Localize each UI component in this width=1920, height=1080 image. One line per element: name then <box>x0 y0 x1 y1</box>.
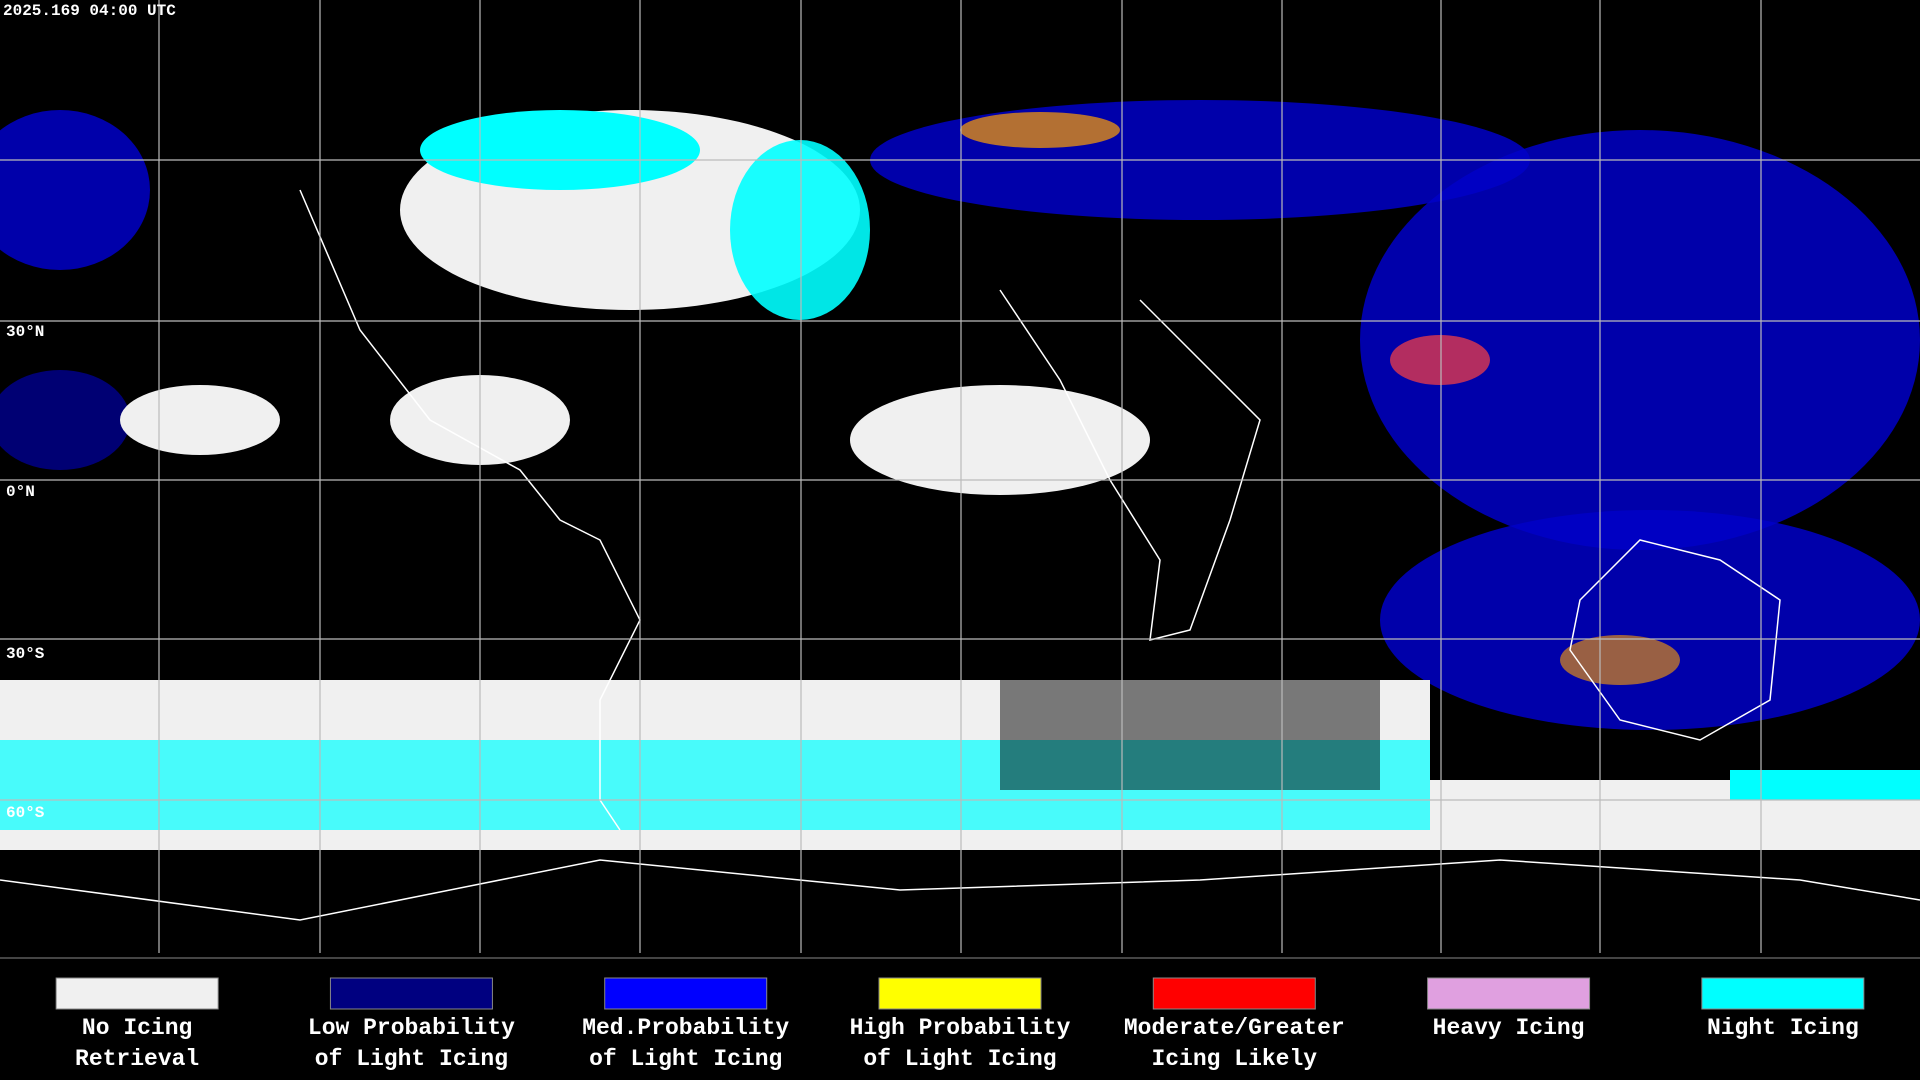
icing-area <box>1360 130 1920 550</box>
legend-label: Heavy Icing <box>1433 1015 1585 1041</box>
night-icing-area <box>730 140 870 320</box>
icing-area <box>1560 635 1680 685</box>
night-icing-area <box>420 110 700 190</box>
icing-area <box>960 112 1120 148</box>
timestamp: 2025.169 04:00 UTC <box>3 2 176 20</box>
legend-label: of Light Icing <box>863 1046 1056 1072</box>
legend-swatch <box>604 977 768 1010</box>
coastline <box>999 289 1261 641</box>
night-icing-area <box>1730 770 1920 800</box>
legend-label: of Light Icing <box>589 1046 782 1072</box>
no-icing-area <box>850 385 1150 495</box>
legend-label: Med.Probability <box>582 1015 789 1041</box>
legend-swatch <box>55 977 219 1010</box>
cloud-layer <box>0 100 1920 850</box>
latitude-label: 0°N <box>6 483 35 501</box>
icing-area <box>1390 335 1490 385</box>
latitude-label: 30°N <box>6 323 44 341</box>
legend-label: of Light Icing <box>315 1046 508 1072</box>
coastline <box>0 859 1920 921</box>
graticule <box>0 0 1920 953</box>
legend-swatch <box>878 977 1042 1010</box>
coastline <box>299 189 641 831</box>
legend-label: No Icing <box>82 1015 192 1041</box>
legend-label: Low Probability <box>308 1015 515 1041</box>
legend-swatch <box>1701 977 1865 1010</box>
legend-label: Icing Likely <box>1151 1046 1317 1072</box>
coastline <box>1569 539 1781 741</box>
no-icing-area <box>120 385 280 455</box>
coastlines <box>0 189 1920 921</box>
speckle-area <box>1000 680 1380 790</box>
icing-area <box>0 110 150 270</box>
legend-label: Retrieval <box>75 1046 199 1072</box>
legend-swatch <box>1427 977 1591 1010</box>
legend-swatch <box>329 977 493 1010</box>
legend-label: Night Icing <box>1707 1015 1859 1041</box>
icing-area <box>1380 510 1920 730</box>
latitude-label: 30°S <box>6 645 45 663</box>
latitude-label: 60°S <box>6 804 45 822</box>
icing-area <box>0 370 130 470</box>
legend-swatch <box>1152 977 1316 1010</box>
legend-label: Moderate/Greater <box>1124 1015 1345 1041</box>
legend-label: High Probability <box>850 1015 1071 1041</box>
